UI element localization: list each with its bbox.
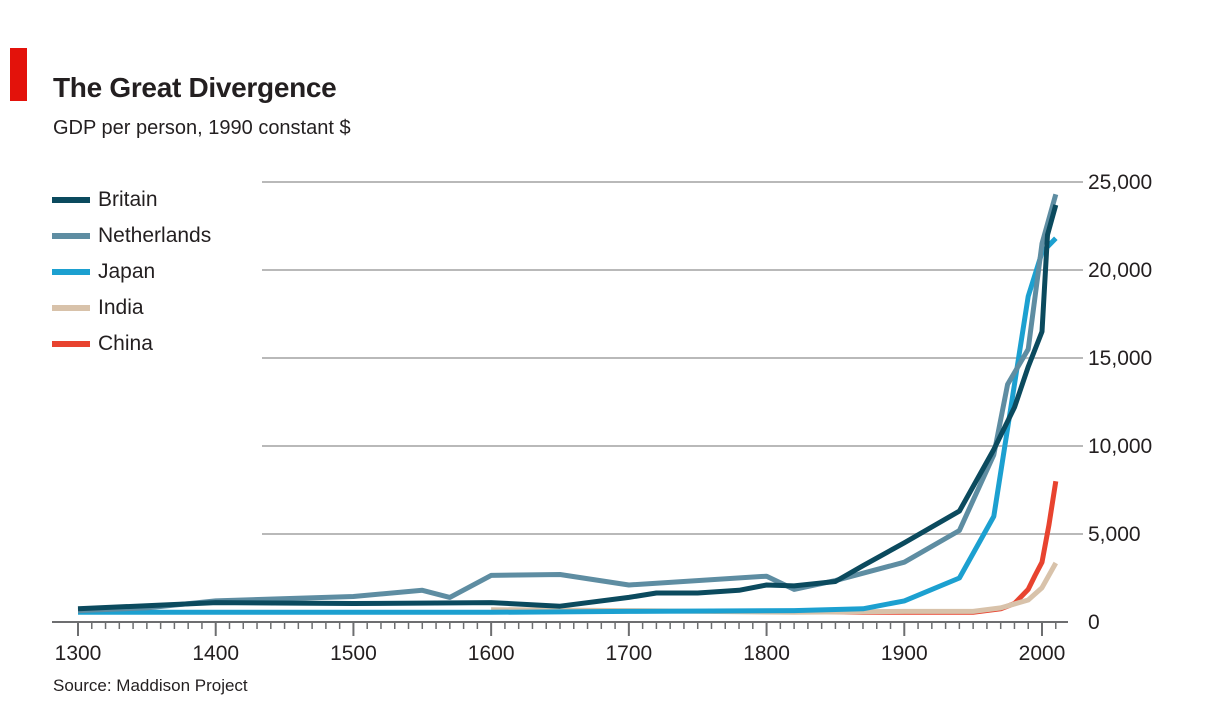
legend-label-netherlands: Netherlands <box>98 224 212 247</box>
x-tick-label-1500: 1500 <box>330 642 377 665</box>
legend-label-india: India <box>98 296 144 319</box>
x-tick-label-1700: 1700 <box>605 642 652 665</box>
y-tick-label-25000: 25,000 <box>1088 171 1152 194</box>
legend-label-britain: Britain <box>98 188 158 211</box>
y-tick-label-20000: 20,000 <box>1088 259 1152 282</box>
y-tick-label-0: 0 <box>1088 611 1100 634</box>
brand-red-tab <box>10 48 27 101</box>
legend-item-britain: Britain <box>52 182 211 218</box>
legend-swatch-china <box>52 341 90 347</box>
y-tick-label-15000: 15,000 <box>1088 347 1152 370</box>
legend-swatch-netherlands <box>52 233 90 239</box>
legend-item-india: India <box>52 290 211 326</box>
y-tick-label-10000: 10,000 <box>1088 435 1152 458</box>
x-tick-label-1400: 1400 <box>192 642 239 665</box>
series-line-japan <box>78 236 1058 615</box>
y-tick-label-5000: 5,000 <box>1088 523 1141 546</box>
legend-label-japan: Japan <box>98 260 156 283</box>
legend-swatch-india <box>52 305 90 311</box>
legend-swatch-britain <box>52 197 90 203</box>
series-line-netherlands <box>77 193 1059 614</box>
series-line-britain <box>77 204 1059 612</box>
x-tick-label-1900: 1900 <box>881 642 928 665</box>
chart-title: The Great Divergence <box>53 72 337 103</box>
x-tick-label-1300: 1300 <box>55 642 102 665</box>
legend-item-japan: Japan <box>52 254 211 290</box>
x-tick-label-2000: 2000 <box>1019 642 1066 665</box>
legend-item-china: China <box>52 326 211 362</box>
legend-item-netherlands: Netherlands <box>52 218 211 254</box>
chart-subtitle: GDP per person, 1990 constant $ <box>53 117 351 139</box>
source-note: Source: Maddison Project <box>53 676 248 695</box>
legend-swatch-japan <box>52 269 90 275</box>
x-tick-label-1600: 1600 <box>468 642 515 665</box>
x-tick-label-1800: 1800 <box>743 642 790 665</box>
legend-label-china: China <box>98 332 153 355</box>
chart-legend: Britain Netherlands Japan India China <box>52 182 211 362</box>
